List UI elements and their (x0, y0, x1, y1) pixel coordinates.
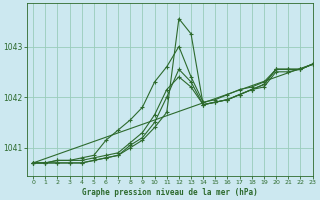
X-axis label: Graphe pression niveau de la mer (hPa): Graphe pression niveau de la mer (hPa) (82, 188, 258, 197)
